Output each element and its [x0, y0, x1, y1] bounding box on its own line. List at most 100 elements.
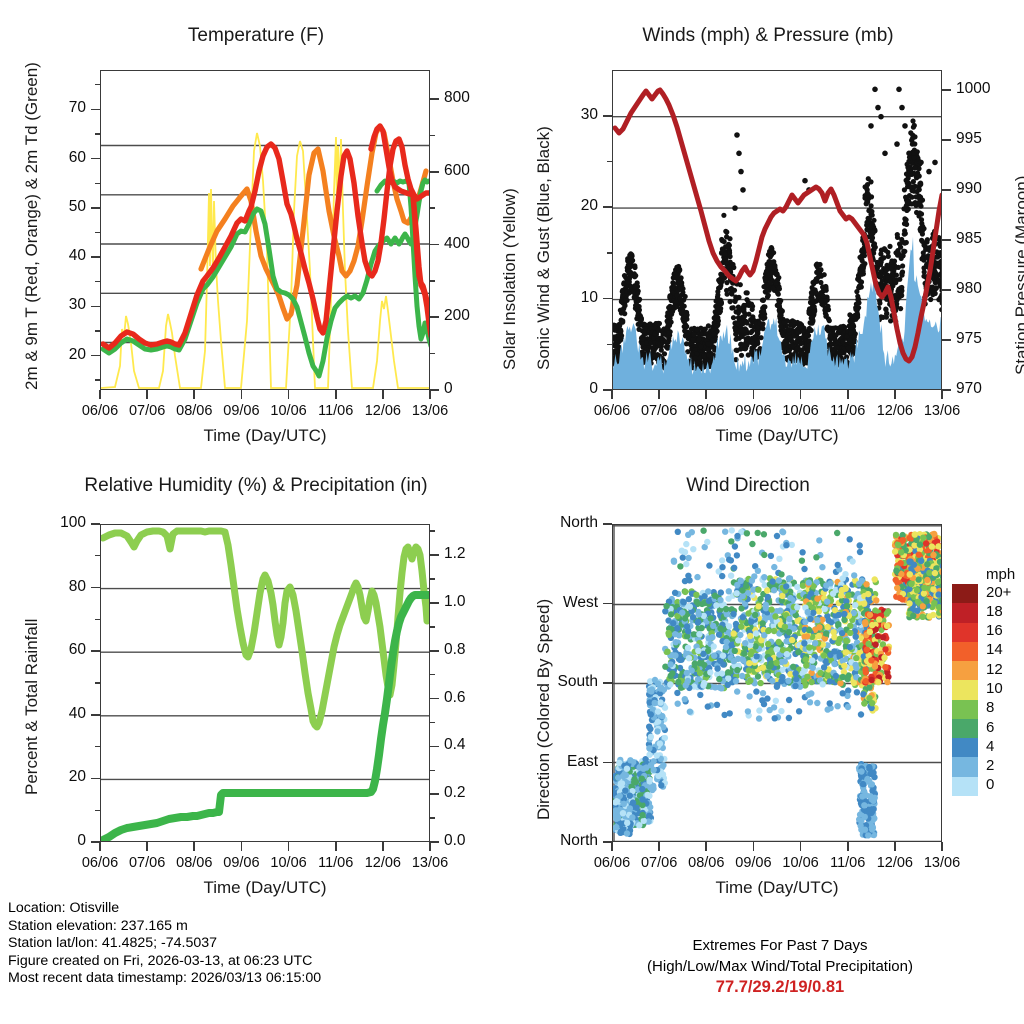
winds-y-label: 10	[580, 288, 598, 306]
winds-x-label: 12/06	[876, 403, 913, 419]
colorbar-label: 18	[986, 602, 1003, 620]
winds-y-tick	[603, 297, 612, 300]
wind-direction-x-tick	[799, 842, 802, 851]
wind-speed-colorbar	[952, 584, 978, 797]
panel-temperature: Temperature (F) 2m & 9m T (Red, Orange) …	[0, 0, 519, 450]
humidity-y-minor-tick	[95, 682, 100, 684]
solar-insolation-y-label: 800	[444, 89, 470, 107]
precipitation-y-label: 0.8	[444, 640, 466, 658]
extremes-subheading: (High/Low/Max Wind/Total Precipitation)	[647, 958, 913, 975]
temperature-y-label: 60	[68, 148, 86, 166]
wind-direction-x-tick	[752, 842, 755, 851]
winds-x-axis-title: Time (Day/UTC)	[715, 426, 839, 445]
humidity-x-tick	[240, 842, 243, 851]
pressure-y-tick	[942, 289, 951, 291]
humidity-y-tick	[91, 650, 100, 652]
colorbar-band	[952, 641, 978, 662]
pressure-y-tick	[942, 139, 951, 141]
temperature-y-minor-tick	[95, 231, 100, 234]
colorbar-label: 8	[986, 699, 995, 717]
wind-direction-x-label: 09/06	[735, 855, 772, 871]
winds-x-label: 09/06	[735, 403, 772, 419]
winds-y-axis-title: Sonic Wind & Gust (Blue, Black)	[534, 126, 553, 370]
humidity-y-minor-tick	[95, 745, 100, 748]
humidity-x-tick	[382, 842, 384, 851]
humidity-y-label: 40	[68, 704, 86, 722]
wind-direction-plot-area	[612, 524, 942, 842]
temperature-x-axis-title: Time (Day/UTC)	[203, 426, 327, 445]
temperature-x-label: 09/06	[223, 403, 260, 419]
precipitation-y-minor-tick	[430, 673, 435, 676]
precipitation-y-tick	[430, 841, 439, 843]
dewpoint-2m-line	[101, 177, 429, 379]
temperature-2m-final	[403, 190, 429, 338]
colorbar-band	[952, 661, 978, 681]
winds-y-minor-tick	[607, 252, 612, 254]
pressure-y-tick	[942, 239, 951, 241]
wind-direction-x-tick	[705, 842, 708, 851]
temperature-series-layer	[101, 123, 429, 389]
pressure-y-tick	[942, 389, 951, 391]
winds-x-label: 13/06	[923, 403, 961, 419]
temperature-x-label: 08/06	[176, 403, 213, 419]
colorbar-units-label: mph	[986, 566, 1016, 583]
humidity-chart-title: Relative Humidity (%) & Precipitation (i…	[84, 475, 428, 496]
precipitation-y-label: 1.0	[444, 592, 466, 610]
winds-y-tick	[603, 114, 612, 117]
temperature-x-label: 07/06	[128, 403, 166, 419]
humidity-y-label: 60	[68, 641, 86, 659]
humidity-series-layer	[101, 527, 429, 841]
precipitation-y-tick	[430, 745, 439, 748]
colorbar-label: 0	[986, 776, 995, 794]
precipitation-y-label: 0.2	[444, 784, 466, 802]
precipitation-y-minor-tick	[430, 721, 435, 724]
precipitation-y-tick	[430, 793, 439, 795]
humidity-x-label: 12/06	[364, 855, 401, 871]
temperature-plot-area	[100, 70, 430, 390]
relative-humidity-line	[101, 527, 429, 731]
winds-x-label: 08/06	[688, 403, 725, 419]
humidity-y-minor-tick	[95, 809, 100, 811]
winds-x-tick	[658, 390, 660, 399]
colorbar-label: 4	[986, 737, 995, 755]
humidity-x-axis-title: Time (Day/UTC)	[203, 878, 327, 897]
colorbar-band	[952, 776, 978, 797]
precipitation-y-label: 0.6	[444, 688, 466, 706]
colorbar-label: 6	[986, 718, 995, 736]
humidity-x-label: 08/06	[176, 855, 213, 871]
humidity-plot-area	[100, 524, 430, 842]
extremes-values: 77.7/29.2/19/0.81	[715, 978, 845, 996]
solar-insolation-y-minor-tick	[430, 207, 435, 209]
winds-x-tick	[611, 390, 613, 399]
pressure-y-label: 990	[956, 180, 982, 197]
pressure-y-tick	[942, 189, 951, 191]
solar-insolation-y-tick	[430, 316, 439, 319]
colorbar-label: 14	[986, 641, 1003, 659]
humidity-x-label: 10/06	[270, 855, 307, 871]
data-timestamp-line: Most recent data timestamp: 2026/03/13 0…	[8, 970, 322, 987]
location-line: Location: Otisville	[8, 900, 120, 916]
temperature-x-label: 12/06	[364, 403, 401, 419]
winds-plot-area	[612, 70, 942, 390]
colorbar-label: 16	[986, 622, 1003, 640]
temperature-x-label: 11/06	[318, 403, 354, 419]
winds-y-label: 0	[589, 380, 598, 397]
precipitation-y-tick	[430, 554, 439, 556]
winds-y-minor-tick	[607, 160, 612, 163]
pressure-y-label: 1000	[956, 80, 991, 97]
temperature-y-tick	[91, 305, 100, 308]
temperature-x-tick	[99, 390, 101, 399]
wind-direction-x-label: 12/06	[876, 855, 913, 871]
elevation-line: Station elevation: 237.165 m	[8, 917, 188, 934]
winds-x-label: 11/06	[830, 403, 866, 419]
humidity-y-label: 20	[68, 768, 86, 786]
solar-insolation-y-tick	[430, 243, 439, 246]
wind-direction-y-label: East	[566, 752, 598, 770]
temperature-y-label: 70	[68, 99, 86, 117]
wind-direction-x-label: 10/06	[782, 855, 819, 871]
humidity-x-label: 09/06	[223, 855, 260, 871]
winds-y-minor-tick	[607, 343, 612, 345]
panel-humidity-precipitation: Relative Humidity (%) & Precipitation (i…	[0, 450, 512, 900]
humidity-x-tick	[287, 842, 290, 851]
